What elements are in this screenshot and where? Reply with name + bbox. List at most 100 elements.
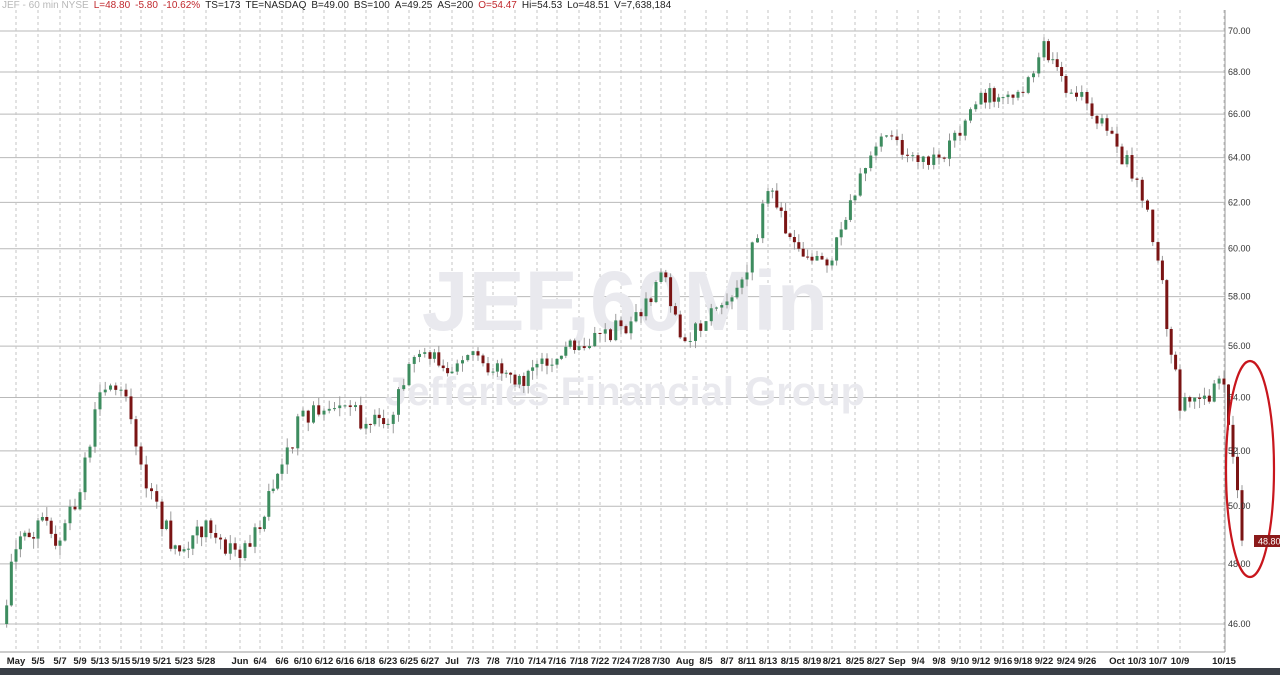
candle xyxy=(228,535,232,560)
candle xyxy=(73,498,77,511)
candle-body xyxy=(267,491,271,517)
candle xyxy=(654,280,658,304)
grid xyxy=(0,10,1226,653)
candle xyxy=(348,400,352,416)
candle xyxy=(1115,126,1119,154)
candle-body xyxy=(784,210,788,234)
candle xyxy=(911,152,915,162)
candle xyxy=(634,303,638,323)
candle xyxy=(531,359,535,380)
x-tick-label: 7/10 xyxy=(506,656,525,667)
candle-body xyxy=(262,516,266,530)
candle xyxy=(1160,255,1164,284)
candle-body xyxy=(704,321,708,331)
candle xyxy=(715,306,718,311)
candle xyxy=(927,155,930,170)
candle xyxy=(1140,176,1144,208)
candle xyxy=(573,338,577,354)
candle xyxy=(983,89,987,109)
x-tick-label: 5/28 xyxy=(197,656,216,667)
high-price: Hi=54.53 xyxy=(521,0,563,11)
candle xyxy=(948,133,951,167)
candle-body xyxy=(1193,397,1197,402)
candle xyxy=(209,518,213,539)
candle-body xyxy=(32,537,36,539)
candle-body xyxy=(619,320,623,327)
candle-body xyxy=(974,104,978,110)
candle xyxy=(1110,126,1114,135)
candle-body xyxy=(271,488,275,492)
candle xyxy=(963,118,967,141)
candle xyxy=(598,332,602,342)
x-tick-label: 10/7 xyxy=(1149,656,1168,667)
candle xyxy=(545,353,549,375)
candle-body xyxy=(992,88,996,102)
candle-body xyxy=(144,464,148,489)
candle-body xyxy=(699,323,703,331)
last-price-badge-text: 48.80 xyxy=(1258,537,1280,547)
candle-body xyxy=(545,358,549,366)
candle-body xyxy=(418,353,421,357)
candle xyxy=(699,320,703,338)
candle-body xyxy=(983,92,987,103)
x-tick-label: 5/7 xyxy=(53,656,66,667)
candle xyxy=(568,338,572,349)
x-tick-label: 9/22 xyxy=(1035,656,1054,667)
candle xyxy=(354,401,357,412)
candle xyxy=(784,203,788,235)
candle-body xyxy=(368,423,372,425)
candle xyxy=(461,355,464,372)
candle xyxy=(535,360,539,376)
candle-body xyxy=(969,109,972,121)
candle xyxy=(844,217,848,231)
candle-body xyxy=(317,405,321,415)
annotation-ellipse xyxy=(1224,359,1276,579)
candle xyxy=(766,187,770,208)
candle xyxy=(979,91,983,106)
candle xyxy=(437,345,441,368)
candle xyxy=(382,409,386,429)
candle xyxy=(219,534,223,550)
candle xyxy=(1169,326,1173,364)
candle xyxy=(810,253,814,265)
x-tick-label: 7/3 xyxy=(466,656,479,667)
bottom-bar xyxy=(0,668,1280,675)
candle-body xyxy=(644,298,648,317)
candle xyxy=(609,328,612,343)
candle xyxy=(186,541,190,559)
candle xyxy=(517,374,521,389)
candle xyxy=(1016,89,1020,101)
candle-body xyxy=(815,255,819,261)
candle xyxy=(555,358,559,369)
candle xyxy=(134,415,138,456)
candle-body xyxy=(18,536,22,550)
candle-body xyxy=(730,297,734,302)
x-tick-label: Jul xyxy=(445,656,459,667)
candle xyxy=(1198,393,1202,409)
candle xyxy=(103,381,107,396)
candle xyxy=(88,444,92,463)
candle-body xyxy=(654,282,658,303)
candle-body xyxy=(535,363,539,368)
candle xyxy=(491,367,495,376)
candle-body xyxy=(927,156,930,165)
candle-body xyxy=(129,396,133,420)
candle-body xyxy=(1037,57,1041,74)
candle xyxy=(694,321,697,349)
candle-body xyxy=(988,88,992,103)
watermark-company: Jefferies Financial Group xyxy=(385,370,865,414)
candle xyxy=(114,382,118,396)
candle xyxy=(879,133,883,152)
candle-body xyxy=(720,305,724,308)
candle-body xyxy=(450,371,454,374)
x-tick-label: 5/5 xyxy=(31,656,45,667)
candle xyxy=(423,347,427,358)
candle xyxy=(373,409,377,427)
candle-body xyxy=(200,526,204,538)
candle xyxy=(830,258,834,270)
candle xyxy=(1046,38,1050,63)
candle xyxy=(725,293,729,309)
candle-body xyxy=(775,190,779,208)
x-tick-label: 7/24 xyxy=(612,656,631,667)
